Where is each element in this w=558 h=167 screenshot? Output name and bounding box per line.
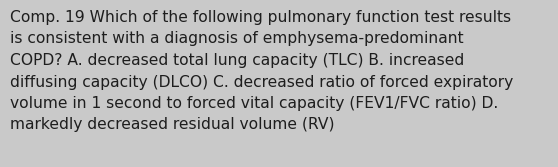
Text: volume in 1 second to forced vital capacity (FEV1/FVC ratio) D.: volume in 1 second to forced vital capac…: [10, 96, 498, 111]
Text: is consistent with a diagnosis of emphysema-predominant: is consistent with a diagnosis of emphys…: [10, 32, 464, 46]
Text: markedly decreased residual volume (RV): markedly decreased residual volume (RV): [10, 118, 334, 132]
Text: Comp. 19 Which of the following pulmonary function test results: Comp. 19 Which of the following pulmonar…: [10, 10, 511, 25]
Text: COPD? A. decreased total lung capacity (TLC) B. increased: COPD? A. decreased total lung capacity (…: [10, 53, 464, 68]
Text: diffusing capacity (DLCO) C. decreased ratio of forced expiratory: diffusing capacity (DLCO) C. decreased r…: [10, 74, 513, 90]
